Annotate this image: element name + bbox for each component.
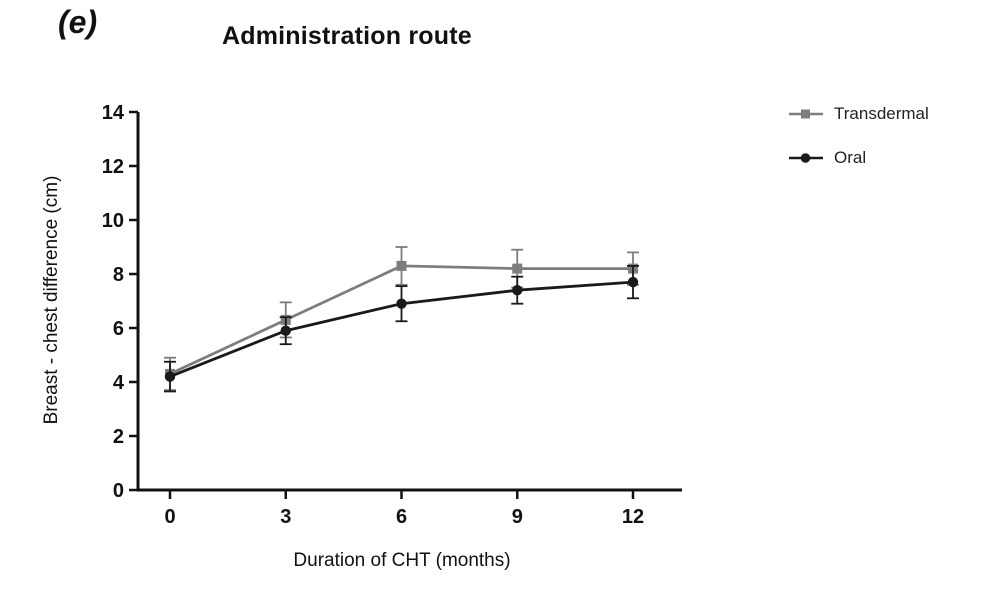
data-point-circle — [627, 276, 639, 288]
y-tick-label: 0 — [113, 480, 124, 502]
data-point-circle — [512, 285, 523, 296]
x-tick-label: 12 — [622, 506, 644, 528]
legend: Transdermal Oral — [788, 104, 929, 168]
y-tick-label: 12 — [102, 156, 124, 178]
y-tick-label: 2 — [113, 426, 124, 448]
panel-label: (e) — [58, 4, 98, 40]
x-axis-label: Duration of CHT (months) — [293, 550, 511, 571]
series-oral — [164, 264, 639, 393]
y-tick-label: 10 — [102, 210, 124, 232]
y-tick-label: 4 — [113, 372, 125, 394]
y-tick-label: 6 — [113, 318, 124, 340]
legend-item-transdermal: Transdermal — [788, 104, 929, 124]
transdermal-marker-icon — [789, 109, 823, 119]
data-point-square — [512, 263, 523, 274]
y-ticks: 0 2 4 6 8 10 12 14 — [102, 102, 138, 502]
y-axis-label: Breast - chest difference (cm) — [41, 175, 62, 425]
y-tick-label: 14 — [102, 102, 125, 124]
axes — [136, 112, 682, 492]
x-tick-label: 3 — [280, 506, 291, 528]
data-point-circle — [280, 325, 291, 336]
chart-title: Administration route — [222, 22, 472, 50]
legend-label-oral: Oral — [834, 148, 867, 167]
x-tick-label: 0 — [164, 506, 175, 528]
data-point-circle — [164, 371, 176, 382]
x-tick-label: 9 — [512, 506, 523, 528]
y-tick-label: 8 — [113, 264, 124, 286]
data-point-square — [396, 260, 407, 271]
oral-marker-icon — [789, 153, 823, 163]
x-tick-label: 6 — [396, 506, 407, 528]
legend-item-oral: Oral — [788, 148, 929, 168]
x-ticks: 0 3 6 9 12 — [164, 490, 644, 528]
data-point-circle — [396, 298, 407, 309]
legend-label-transdermal: Transdermal — [834, 104, 929, 123]
